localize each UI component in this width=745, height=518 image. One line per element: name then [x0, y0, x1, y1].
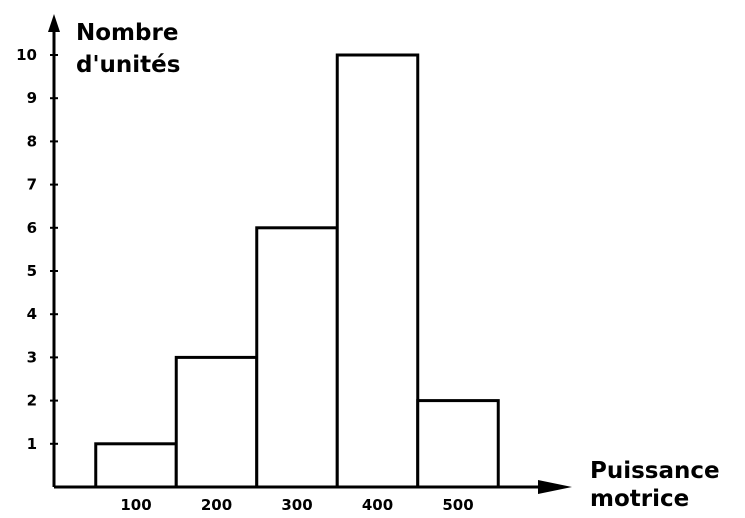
- x-tick-label-100: 100: [120, 496, 151, 514]
- bar-300: [255, 226, 339, 489]
- x-tick-label-300: 300: [281, 496, 312, 514]
- bar-100: [94, 442, 178, 489]
- ticks-layer: 1 2 3 4 5 6 7 8 9 10 100 200 300 400 500: [16, 46, 474, 514]
- x-tick-label-400: 400: [362, 496, 393, 514]
- y-tick-label-3: 3: [27, 348, 37, 366]
- y-axis-title-line-2: d'unités: [76, 52, 180, 78]
- x-axis-title-line-1: Puissance: [590, 458, 720, 484]
- x-axis-arrow-icon: [538, 480, 572, 494]
- x-tick-label-200: 200: [201, 496, 232, 514]
- y-tick-label-6: 6: [27, 219, 37, 237]
- x-axis-title-line-2: motrice: [590, 486, 689, 512]
- y-tick-label-9: 9: [27, 89, 37, 107]
- y-tick-label-2: 2: [27, 392, 37, 410]
- bar-400: [335, 53, 420, 489]
- y-tick-label-10: 10: [16, 46, 37, 64]
- y-tick-label-7: 7: [27, 176, 37, 194]
- bars-layer: [94, 53, 500, 489]
- y-tick-label-4: 4: [27, 305, 37, 323]
- y-tick-label-8: 8: [27, 132, 37, 150]
- y-tick-label-1: 1: [27, 435, 37, 453]
- bar-500: [416, 399, 500, 489]
- bar-200: [174, 355, 259, 489]
- y-axis-arrow-icon: [48, 14, 60, 32]
- x-tick-label-500: 500: [442, 496, 473, 514]
- axes-layer: [48, 14, 572, 494]
- axis-titles: Nombre d'unités Puissance motrice: [76, 20, 720, 512]
- y-tick-label-5: 5: [27, 262, 37, 280]
- y-axis-title-line-1: Nombre: [76, 20, 178, 46]
